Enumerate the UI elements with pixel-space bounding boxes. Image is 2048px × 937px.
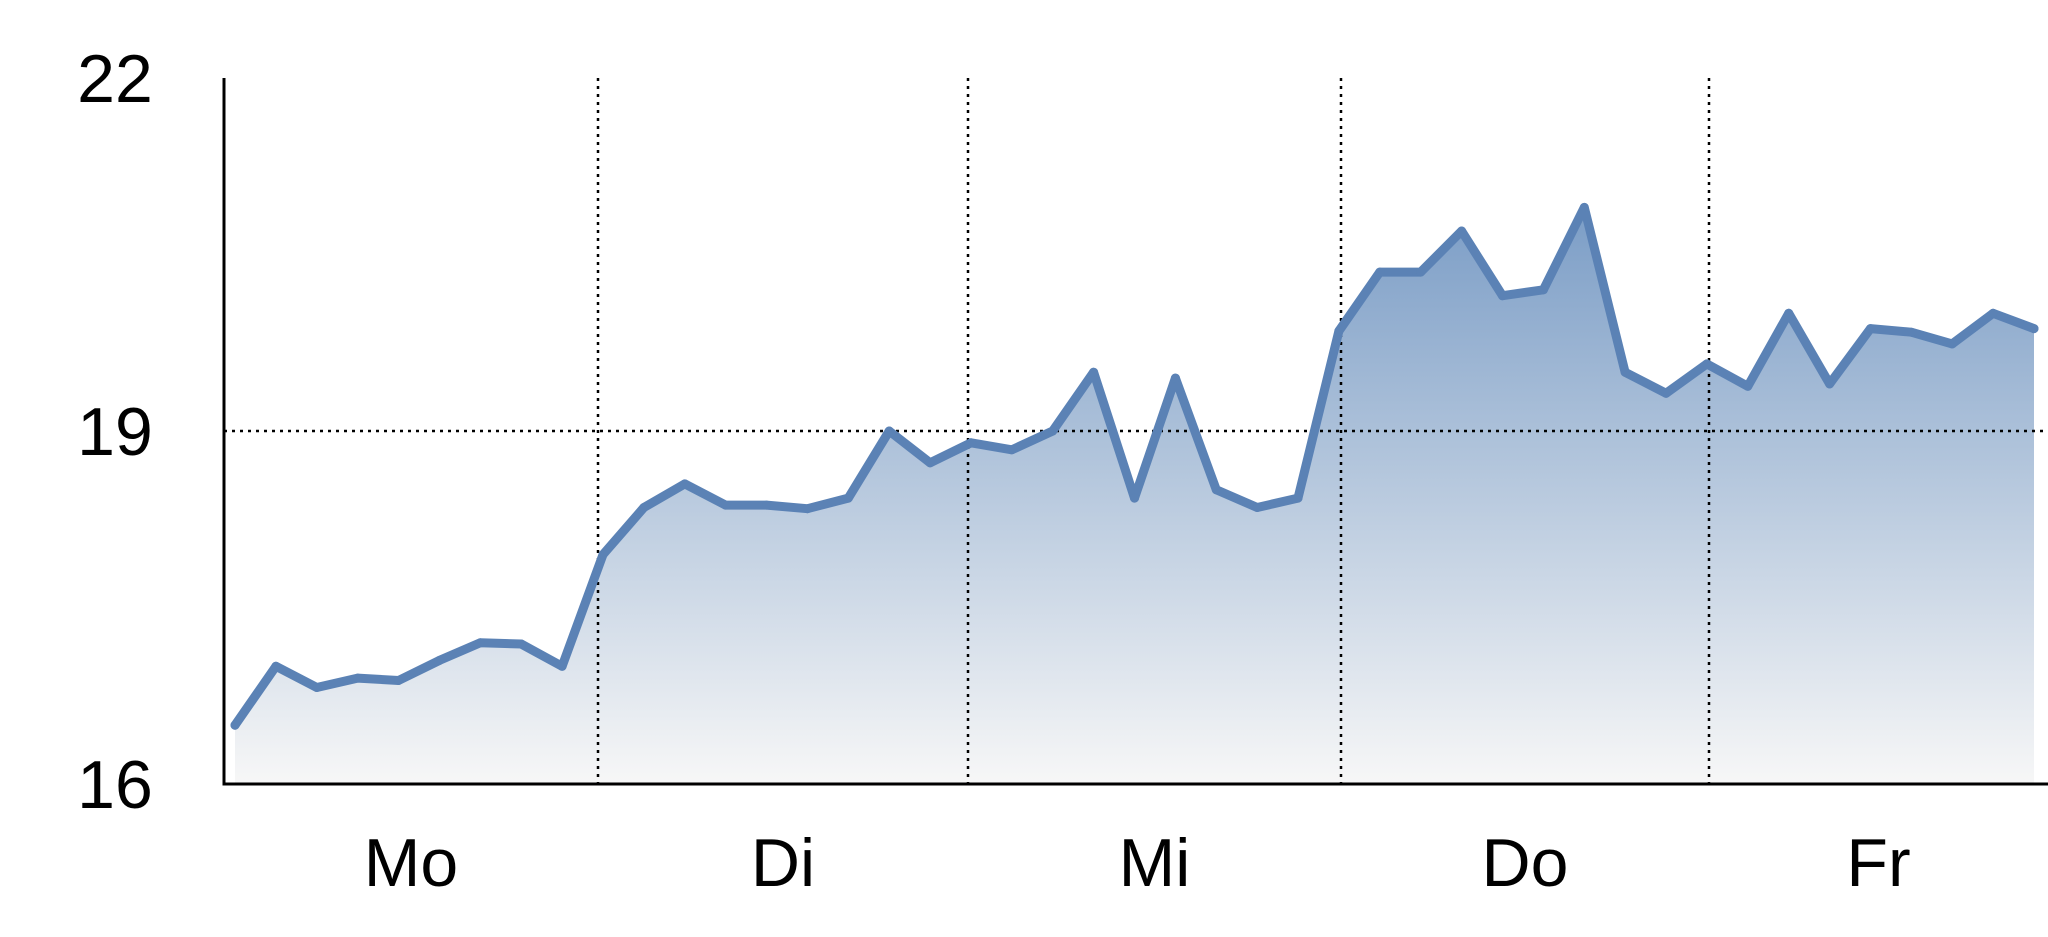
- data-point-7: [516, 639, 526, 649]
- data-point-38: [1784, 308, 1794, 318]
- data-point-37: [1743, 381, 1753, 391]
- y-axis-tick-labels: 16 19 22: [77, 41, 153, 823]
- data-point-34: [1620, 367, 1630, 377]
- x-axis-tick-labels: Mo Di Mi Do Fr: [364, 825, 1911, 901]
- data-point-40: [1866, 324, 1875, 334]
- y-tick-label-16: 16: [77, 747, 153, 823]
- data-point-27: [1334, 326, 1344, 336]
- data-point-26: [1293, 493, 1303, 503]
- data-point-20: [1048, 426, 1058, 436]
- data-point-21: [1089, 367, 1099, 377]
- data-point-13: [762, 500, 771, 510]
- data-point-44: [2029, 324, 2039, 334]
- data-point-32: [1538, 285, 1548, 295]
- data-point-9: [598, 550, 608, 560]
- gridlines: [224, 78, 2048, 784]
- data-point-8: [557, 661, 567, 671]
- x-tick-label-fr: Fr: [1846, 825, 1910, 901]
- data-point-24: [1211, 485, 1221, 495]
- data-point-14: [802, 504, 812, 514]
- area-fill: [235, 207, 2034, 784]
- data-point-1: [271, 661, 281, 671]
- x-tick-label-do: Do: [1482, 825, 1569, 901]
- data-point-15: [843, 493, 853, 503]
- data-points: [230, 202, 2039, 730]
- data-point-42: [1947, 339, 1957, 349]
- data-point-23: [1170, 373, 1180, 383]
- data-point-33: [1579, 202, 1589, 212]
- data-point-11: [680, 479, 690, 489]
- x-tick-label-mo: Mo: [364, 825, 458, 901]
- data-point-35: [1661, 388, 1671, 398]
- y-tick-label-22: 22: [77, 41, 153, 117]
- data-point-25: [1252, 503, 1262, 512]
- data-point-17: [925, 458, 935, 468]
- data-point-3: [353, 673, 363, 683]
- data-point-41: [1906, 327, 1916, 337]
- data-point-29: [1416, 267, 1426, 277]
- data-point-28: [1375, 267, 1385, 277]
- y-tick-label-19: 19: [77, 394, 153, 470]
- data-point-18: [966, 438, 976, 448]
- x-tick-label-mi: Mi: [1119, 825, 1191, 901]
- data-point-39: [1825, 379, 1835, 389]
- plot-area: [222, 78, 2048, 786]
- data-point-0: [230, 720, 240, 730]
- data-point-43: [1988, 308, 1998, 318]
- data-point-36: [1702, 359, 1712, 369]
- data-point-4: [394, 676, 403, 685]
- data-point-10: [639, 503, 649, 512]
- data-point-30: [1457, 226, 1467, 236]
- data-point-31: [1498, 291, 1507, 301]
- data-point-2: [312, 683, 322, 692]
- data-point-6: [475, 638, 485, 648]
- data-point-5: [434, 655, 444, 665]
- data-point-12: [721, 500, 731, 510]
- data-point-22: [1130, 493, 1139, 503]
- data-point-19: [1007, 445, 1017, 455]
- x-tick-label-di: Di: [751, 825, 815, 901]
- data-point-16: [884, 426, 894, 436]
